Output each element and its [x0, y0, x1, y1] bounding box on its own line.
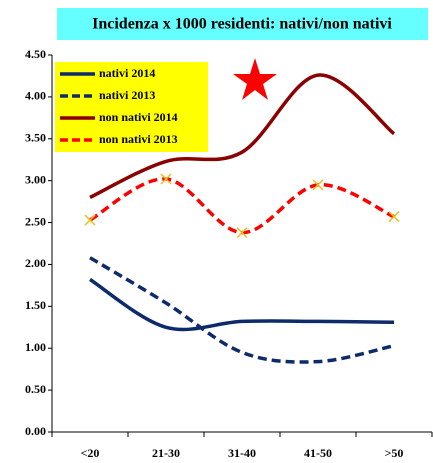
star [233, 58, 277, 100]
y-tick-label: 2.00 [25, 256, 46, 270]
y-tick-label: 4.00 [25, 89, 46, 103]
x-tick-label: >50 [385, 446, 404, 460]
series-line [89, 278, 395, 332]
x-tick-label: <20 [81, 446, 100, 460]
y-tick-label: 1.00 [25, 340, 46, 354]
y-tick-label: 1.50 [25, 298, 46, 312]
y-tick-label: 2.50 [25, 214, 46, 228]
chart-title: Incidenza x 1000 residenti: nativi/non n… [92, 16, 392, 33]
series-line [89, 177, 395, 235]
x-tick-label: 41-50 [304, 446, 332, 460]
marker [236, 227, 248, 239]
y-tick-label: 3.50 [25, 131, 46, 145]
legend-label: nativi 2013 [99, 88, 155, 102]
marker [84, 214, 96, 226]
y-tick-label: 4.50 [25, 47, 46, 61]
legend-label: non nativi 2013 [99, 132, 178, 146]
y-tick-label: 3.00 [25, 172, 46, 186]
title-box [57, 8, 428, 40]
marker [160, 173, 172, 185]
marker [312, 179, 324, 191]
legend-label: non nativi 2014 [99, 110, 178, 124]
x-tick-label: 31-40 [228, 446, 256, 460]
marker [388, 211, 400, 223]
y-tick-label: 0.00 [25, 424, 46, 438]
series-line [89, 73, 396, 200]
series-line [89, 256, 395, 364]
legend-box [55, 62, 208, 152]
legend-label: nativi 2014 [99, 66, 155, 80]
y-tick-label: 0.50 [25, 382, 46, 396]
x-tick-label: 21-30 [152, 446, 180, 460]
